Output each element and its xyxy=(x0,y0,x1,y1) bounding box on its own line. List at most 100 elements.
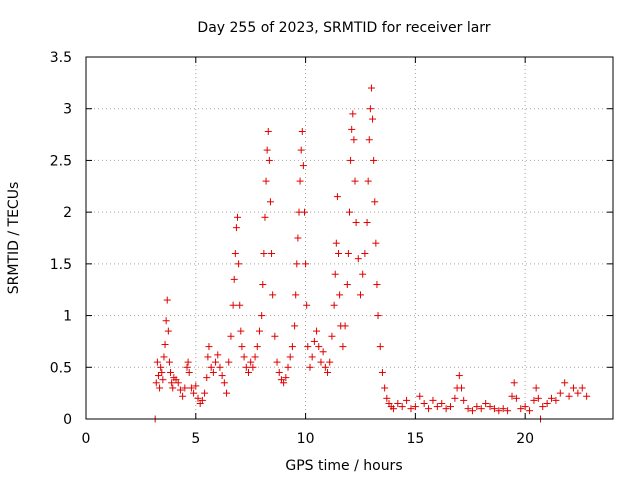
data-point xyxy=(526,407,534,415)
data-point xyxy=(371,198,379,206)
data-point xyxy=(249,363,257,371)
data-point xyxy=(269,291,277,299)
data-point xyxy=(372,239,380,247)
data-point xyxy=(263,146,271,154)
data-point xyxy=(223,389,231,397)
data-point xyxy=(438,399,446,407)
grid xyxy=(86,57,613,419)
data-point xyxy=(365,136,373,144)
y-tick-label: 3.5 xyxy=(50,50,72,66)
data-point xyxy=(163,296,171,304)
data-point xyxy=(341,322,349,330)
data-point xyxy=(319,348,327,356)
data-point xyxy=(383,394,391,402)
y-tick-label: 0.5 xyxy=(50,360,72,376)
data-point xyxy=(164,327,172,335)
data-point xyxy=(204,353,212,361)
x-tick-label: 15 xyxy=(406,431,424,447)
x-tick-label: 0 xyxy=(82,431,91,447)
data-point xyxy=(242,363,250,371)
data-point xyxy=(339,343,347,351)
axis-ticks: 0 0.5 1 1.5 2 2.5 3 3.5 0 5 10 15 20 xyxy=(50,50,613,447)
data-point xyxy=(260,250,268,258)
data-point xyxy=(227,332,235,340)
data-point xyxy=(425,405,433,413)
data-point xyxy=(255,327,263,335)
data-point xyxy=(451,394,459,402)
data-point xyxy=(429,396,437,404)
data-point xyxy=(351,177,359,185)
data-point xyxy=(271,332,279,340)
data-point xyxy=(486,403,494,411)
data-point xyxy=(578,384,586,392)
data-point xyxy=(282,374,290,382)
data-point xyxy=(306,363,314,371)
data-point xyxy=(364,177,372,185)
data-point xyxy=(457,384,465,392)
y-tick-label: 2 xyxy=(63,205,72,221)
chart-title: Day 255 of 2023, SRMTID for receiver lar… xyxy=(197,20,490,36)
data-point xyxy=(268,250,276,258)
data-point xyxy=(266,198,274,206)
data-point xyxy=(433,403,441,411)
data-point xyxy=(261,213,269,221)
data-point xyxy=(477,405,485,413)
data-point xyxy=(398,403,406,411)
data-point xyxy=(280,379,288,387)
data-point xyxy=(346,208,353,216)
data-point xyxy=(161,341,169,349)
data-point xyxy=(174,379,182,387)
data-point xyxy=(348,125,356,133)
data-point xyxy=(352,218,360,226)
data-point xyxy=(335,250,343,258)
data-point xyxy=(367,84,375,92)
data-point xyxy=(369,115,377,123)
data-point xyxy=(187,384,195,392)
data-point xyxy=(460,396,468,404)
data-point xyxy=(350,136,358,144)
data-point xyxy=(343,281,351,289)
data-point xyxy=(574,389,582,397)
data-point xyxy=(490,405,498,413)
data-point xyxy=(293,260,301,268)
data-point xyxy=(296,177,304,185)
data-point xyxy=(286,353,294,361)
data-point xyxy=(326,358,334,366)
data-point xyxy=(504,407,512,415)
data-point xyxy=(521,403,529,411)
data-point xyxy=(154,372,162,380)
data-point xyxy=(407,405,415,413)
data-point xyxy=(237,327,245,335)
data-point xyxy=(214,351,222,359)
data-point xyxy=(468,407,476,415)
data-point xyxy=(160,353,168,361)
data-point xyxy=(244,368,252,376)
data-point xyxy=(251,353,259,361)
data-point xyxy=(209,368,217,376)
x-tick-label: 20 xyxy=(516,431,534,447)
data-point xyxy=(482,399,490,407)
data-point xyxy=(315,343,323,351)
data-point xyxy=(262,177,270,185)
data-point xyxy=(273,358,281,366)
data-point xyxy=(473,403,481,411)
data-point xyxy=(354,255,362,263)
data-point xyxy=(229,301,237,309)
data-point xyxy=(374,312,382,320)
data-point xyxy=(230,275,238,283)
data-point xyxy=(310,337,318,345)
data-point xyxy=(238,343,246,351)
data-point xyxy=(300,208,308,216)
data-point xyxy=(190,389,198,397)
data-point xyxy=(313,327,321,335)
data-point xyxy=(349,110,357,118)
data-point xyxy=(499,405,507,413)
data-point xyxy=(447,403,455,411)
data-point xyxy=(403,396,411,404)
data-point xyxy=(359,270,367,278)
data-point xyxy=(530,396,538,404)
data-point xyxy=(548,394,556,402)
data-point xyxy=(464,405,472,413)
data-point xyxy=(234,213,242,221)
